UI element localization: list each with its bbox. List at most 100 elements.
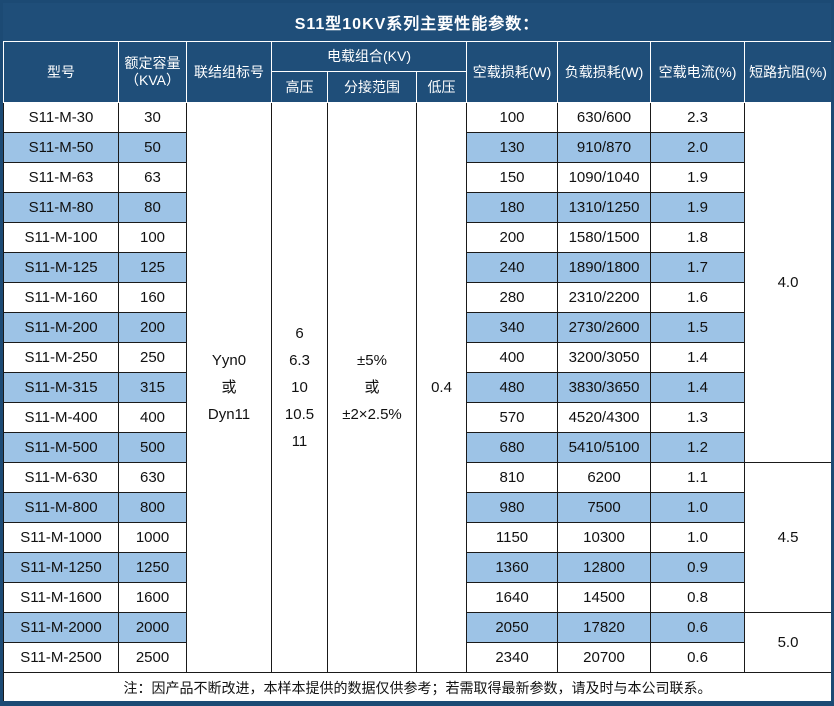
table-row: S11-M-800 800 980 7500 1.0	[3, 492, 832, 523]
load-loss-cell: 630/600	[557, 102, 652, 133]
table-row: S11-M-30 30 Yyn0 或 Dyn11 6 6.3 10 10.5 11 ±5…	[3, 102, 831, 673]
model-cell: S11-M-2500	[3, 642, 119, 673]
no-load-current-cell: 1.9	[650, 162, 746, 193]
table-header: 型号 额定容量 （KVA） 联结组标号 电载组合(KV) 空载损耗(W) 负载损…	[3, 41, 831, 103]
no-load-current-cell: 0.9	[650, 552, 746, 583]
model-cell: S11-M-315	[3, 372, 119, 403]
table-row: S11-M-50 50 130 910/870 2.0	[3, 132, 832, 163]
high-voltage-cell: 6 6.3 10 10.5 11	[271, 102, 328, 673]
load-loss-cell: 17820	[557, 612, 652, 643]
header-impedance: 短路抗阻(%)	[744, 41, 831, 103]
capacity-cell: 1250	[118, 552, 187, 583]
no-load-loss-cell: 100	[466, 102, 559, 133]
model-cell: S11-M-30	[3, 102, 119, 133]
table-row: S11-M-1250 1250 1360 12800 0.9	[3, 552, 832, 583]
no-load-current-cell: 1.4	[650, 342, 746, 373]
no-load-current-cell: 1.9	[650, 192, 746, 223]
model-cell: S11-M-250	[3, 342, 119, 373]
load-loss-cell: 10300	[557, 522, 652, 553]
table-row: S11-M-100 100 200 1580/1500 1.8	[3, 222, 832, 253]
impedance-cell: 4.5	[744, 462, 831, 613]
header-high-voltage: 高压	[271, 71, 328, 103]
capacity-cell: 1000	[118, 522, 187, 553]
connection-symbol-cell: Yyn0 或 Dyn11	[186, 102, 272, 673]
model-cell: S11-M-400	[3, 402, 119, 433]
no-load-current-cell: 0.6	[650, 642, 746, 673]
header-connection: 联结组标号	[186, 41, 272, 103]
no-load-current-cell: 1.8	[650, 222, 746, 253]
table-row: S11-M-500 500 680 5410/5100 1.2	[3, 432, 832, 463]
capacity-cell: 200	[118, 312, 187, 343]
no-load-current-cell: 1.3	[650, 402, 746, 433]
low-voltage-cell: 0.4	[415, 102, 468, 673]
header-load-combination: 电载组合(KV)	[270, 41, 468, 72]
capacity-cell: 800	[118, 492, 187, 523]
no-load-loss-cell: 150	[466, 162, 559, 193]
load-loss-cell: 5410/5100	[557, 432, 652, 463]
model-cell: S11-M-200	[3, 312, 119, 343]
no-load-current-cell: 0.6	[650, 612, 746, 643]
no-load-loss-cell: 180	[466, 192, 559, 223]
no-load-loss-cell: 280	[466, 282, 559, 313]
capacity-cell: 63	[118, 162, 187, 193]
capacity-cell: 125	[118, 252, 187, 283]
header-no-load-loss: 空载损耗(W)	[466, 41, 559, 103]
model-cell: S11-M-50	[3, 132, 119, 163]
no-load-current-cell: 1.0	[650, 522, 746, 553]
load-loss-cell: 6200	[557, 462, 652, 493]
main-table: 型号 额定容量 （KVA） 联结组标号 电载组合(KV) 空载损耗(W) 负载损…	[3, 41, 832, 701]
load-loss-cell: 14500	[557, 582, 652, 613]
no-load-loss-cell: 130	[466, 132, 559, 163]
model-cell: S11-M-630	[3, 462, 119, 493]
table-row: S11-M-160 160 280 2310/2200 1.6	[3, 282, 832, 313]
model-cell: S11-M-63	[3, 162, 119, 193]
load-loss-cell: 1580/1500	[557, 222, 652, 253]
no-load-current-cell: 1.2	[650, 432, 746, 463]
load-loss-cell: 7500	[557, 492, 652, 523]
load-loss-cell: 2730/2600	[557, 312, 652, 343]
capacity-cell: 315	[118, 372, 187, 403]
table-row: S11-M-630 630 810 6200 1.1 4.5	[3, 462, 831, 613]
no-load-loss-cell: 340	[466, 312, 559, 343]
table-row: S11-M-63 63 150 1090/1040 1.9	[3, 162, 832, 193]
table-row: S11-M-200 200 340 2730/2600 1.5	[3, 312, 832, 343]
no-load-current-cell: 2.3	[650, 102, 746, 133]
header-no-load-current: 空载电流(%)	[650, 41, 746, 103]
no-load-loss-cell: 200	[466, 222, 559, 253]
load-loss-cell: 910/870	[557, 132, 652, 163]
no-load-loss-cell: 570	[466, 402, 559, 433]
load-loss-cell: 2310/2200	[557, 282, 652, 313]
model-cell: S11-M-125	[3, 252, 119, 283]
capacity-cell: 400	[118, 402, 187, 433]
no-load-current-cell: 1.5	[650, 312, 746, 343]
header-low-voltage: 低压	[415, 71, 468, 103]
load-loss-cell: 1090/1040	[557, 162, 652, 193]
table-row: S11-M-400 400 570 4520/4300 1.3	[3, 402, 832, 433]
no-load-current-cell: 1.1	[650, 462, 746, 493]
load-loss-cell: 4520/4300	[557, 402, 652, 433]
header-capacity: 额定容量 （KVA）	[118, 41, 187, 103]
header-model: 型号	[3, 41, 119, 103]
no-load-current-cell: 2.0	[650, 132, 746, 163]
no-load-current-cell: 1.6	[650, 282, 746, 313]
capacity-cell: 160	[118, 282, 187, 313]
table-row: S11-M-1000 1000 1150 10300 1.0	[3, 522, 832, 553]
table-row: S11-M-2500 2500 2340 20700 0.6	[3, 642, 832, 673]
no-load-loss-cell: 400	[466, 342, 559, 373]
no-load-loss-cell: 980	[466, 492, 559, 523]
model-cell: S11-M-1000	[3, 522, 119, 553]
model-cell: S11-M-80	[3, 192, 119, 223]
model-cell: S11-M-1600	[3, 582, 119, 613]
model-cell: S11-M-1250	[3, 552, 119, 583]
table-row: S11-M-125 125 240 1890/1800 1.7	[3, 252, 832, 283]
table-row: S11-M-80 80 180 1310/1250 1.9	[3, 192, 832, 223]
model-cell: S11-M-160	[3, 282, 119, 313]
capacity-cell: 50	[118, 132, 187, 163]
model-cell: S11-M-500	[3, 432, 119, 463]
load-loss-cell: 3200/3050	[557, 342, 652, 373]
no-load-current-cell: 1.0	[650, 492, 746, 523]
capacity-cell: 250	[118, 342, 187, 373]
no-load-loss-cell: 480	[466, 372, 559, 403]
table-row: S11-M-2000 2000 2050 17820 0.6 5.0	[3, 612, 831, 673]
